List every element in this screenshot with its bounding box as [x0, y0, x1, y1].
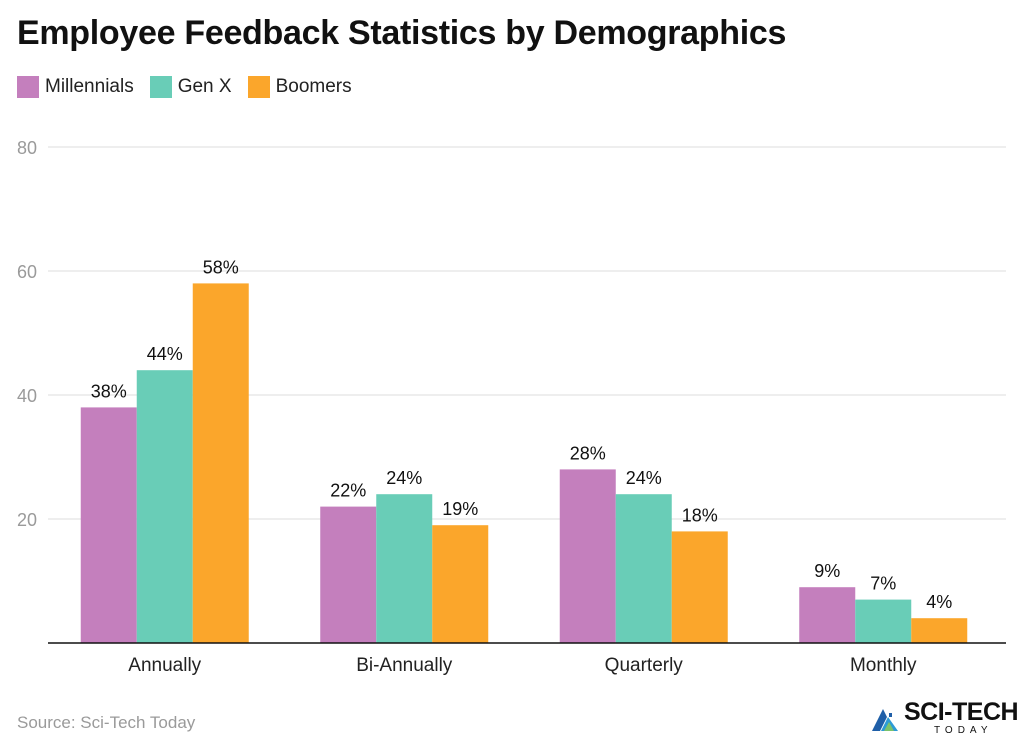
bar [671, 531, 728, 643]
data-label: 19% [442, 499, 478, 519]
bar [855, 599, 912, 643]
bar [136, 370, 193, 643]
data-label: 22% [330, 481, 366, 501]
bar [911, 618, 968, 643]
x-tick-label: Annually [128, 655, 201, 676]
data-label: 24% [626, 468, 662, 488]
x-tick-label: Quarterly [605, 655, 684, 676]
bar-chart: 20 40 60 80 38% 44% 58% Annually 22% 24% 19% Bi-Ann… [17, 138, 1006, 676]
legend-swatch-genx [149, 76, 172, 98]
logo-sub-text: TODAY [934, 725, 993, 736]
x-tick-label: Bi-Annually [356, 655, 453, 676]
y-tick-label: 80 [17, 138, 37, 158]
data-label: 18% [682, 505, 718, 525]
legend-label-boomers: Boomers [275, 76, 352, 97]
data-label: 58% [203, 257, 239, 277]
legend-label-genx: Gen X [177, 76, 232, 97]
bar [80, 407, 137, 643]
bar [376, 494, 433, 643]
legend-label-millennials: Millennials [45, 76, 134, 97]
sci-tech-logo-icon [872, 709, 898, 731]
bar [320, 506, 377, 643]
chart-title: Employee Feedback Statistics by Demograp… [17, 14, 787, 52]
data-label: 7% [870, 574, 896, 594]
legend-swatch-millennials [17, 76, 39, 98]
source-note: Source: Sci-Tech Today [17, 713, 196, 732]
y-tick-label: 40 [17, 386, 37, 406]
legend-item-genx: Gen X [149, 76, 232, 98]
legend: Millennials Gen X Boomers [17, 76, 352, 98]
legend-item-boomers: Boomers [247, 76, 352, 98]
bar [559, 469, 616, 643]
y-tick-label: 20 [17, 510, 37, 530]
data-label: 38% [91, 381, 127, 401]
bar [799, 587, 856, 643]
data-label: 24% [386, 468, 422, 488]
data-label: 28% [570, 443, 606, 463]
legend-item-millennials: Millennials [17, 76, 134, 98]
data-label: 44% [147, 344, 183, 364]
data-label: 9% [814, 561, 840, 581]
x-tick-label: Monthly [850, 655, 917, 676]
bar [192, 283, 249, 643]
y-tick-label: 60 [17, 262, 37, 282]
logo-main-text: SCI-TECH [904, 698, 1019, 726]
legend-swatch-boomers [247, 76, 270, 98]
bar [432, 525, 489, 643]
bar [615, 494, 672, 643]
brand-logo: SCI-TECH TODAY [870, 698, 1019, 736]
data-label: 4% [926, 592, 952, 612]
